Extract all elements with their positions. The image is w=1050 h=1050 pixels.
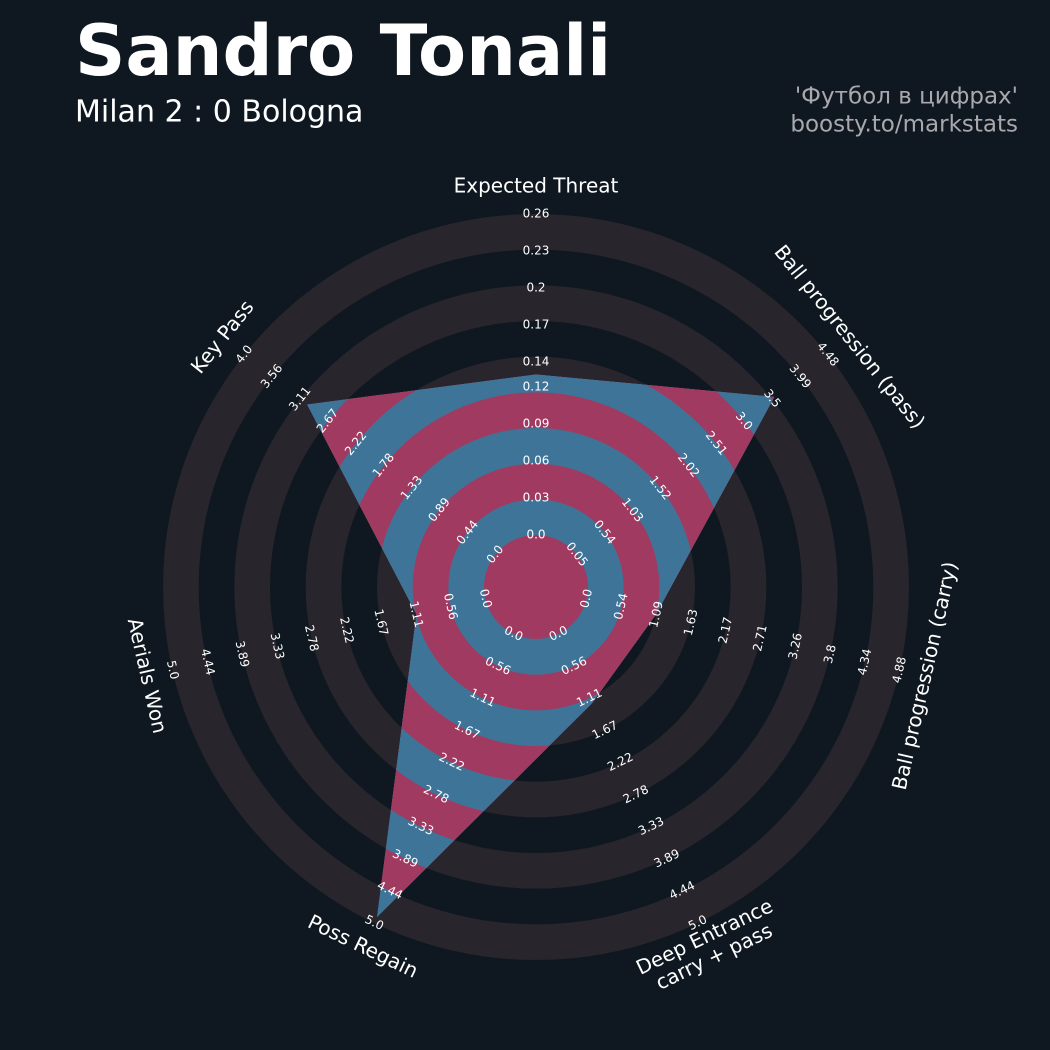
tick-label: 2.17 [716, 616, 736, 645]
tick-label: 4.34 [855, 647, 875, 676]
tick-label: 0.23 [523, 244, 550, 258]
tick-label: 0.2 [526, 281, 545, 295]
tick-label: 4.44 [198, 647, 218, 676]
tick-label: 0.09 [523, 416, 550, 430]
tick-label: 1.63 [681, 608, 701, 637]
tick-label: 0.03 [523, 490, 550, 504]
tick-label: 4.88 [889, 655, 909, 684]
chart-title: Sandro Tonali [75, 10, 611, 92]
tick-label: 5.0 [164, 659, 182, 681]
axis-label: Expected Threat [454, 174, 619, 198]
tick-label: 0.0 [477, 588, 495, 610]
tick-label: 0.14 [523, 355, 550, 369]
tick-label: 3.26 [785, 632, 805, 661]
axis-label: Aerials Won [123, 616, 173, 736]
tick-label: 3.89 [233, 639, 253, 668]
tick-label: 0.06 [523, 453, 550, 467]
tick-label: 3.33 [268, 631, 288, 660]
chart-subtitle: Milan 2 : 0 Bologna [75, 95, 363, 130]
annotation: 'Футбол в цифрах' [795, 84, 1018, 110]
annotation: boosty.to/markstats [790, 112, 1018, 138]
tick-label: 0.56 [441, 592, 461, 621]
tick-label: 1.67 [371, 608, 391, 637]
tick-label: 2.78 [302, 624, 322, 653]
tick-label: 0.0 [526, 528, 545, 542]
tick-label: 3.8 [821, 643, 839, 665]
tick-label: 0.17 [523, 318, 550, 332]
tick-label: 0.54 [611, 592, 631, 621]
center-circle [484, 535, 588, 639]
tick-label: 1.11 [407, 600, 427, 629]
tick-label: 2.71 [750, 624, 770, 653]
tick-label: 0.0 [577, 588, 595, 610]
tick-label: 0.26 [523, 207, 550, 221]
tick-label: 1.09 [646, 600, 666, 629]
tick-label: 0.12 [523, 379, 550, 393]
tick-label: 2.22 [337, 616, 357, 645]
